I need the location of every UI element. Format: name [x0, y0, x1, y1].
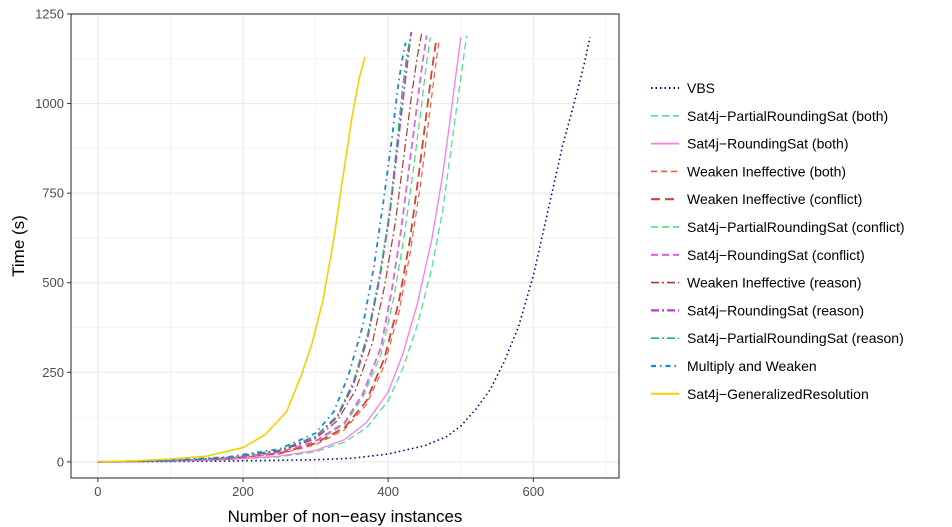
legend-label: VBS	[687, 80, 715, 96]
x-tick-label: 400	[377, 484, 399, 499]
x-tick-label: 0	[94, 484, 101, 499]
y-tick-label: 1000	[35, 96, 64, 111]
x-tick-label: 200	[232, 484, 254, 499]
series-line	[97, 40, 437, 463]
legend-label: Weaken Ineffective (both)	[687, 163, 846, 179]
legend-label: Sat4j−GeneralizedResolution	[687, 386, 869, 402]
legend: VBS Sat4j−PartialRoundingSat (both) Sat4j−…	[651, 80, 905, 402]
x-tick-label: 600	[523, 484, 545, 499]
series-line	[97, 37, 591, 463]
series-line	[97, 35, 428, 463]
legend-label: Weaken Ineffective (reason)	[687, 275, 862, 291]
legend-label: Sat4j−PartialRoundingSat (both)	[687, 108, 888, 124]
legend-label: Weaken Ineffective (conflict)	[687, 191, 862, 207]
series-line	[97, 42, 407, 463]
legend-label: Sat4j−RoundingSat (both)	[687, 136, 849, 152]
series-line	[97, 35, 412, 463]
legend-label: Sat4j−RoundingSat (conflict)	[687, 247, 865, 263]
x-axis-title: Number of non−easy instances	[228, 507, 463, 526]
legend-label: Sat4j−RoundingSat (reason)	[687, 302, 864, 318]
series-layer	[97, 31, 591, 463]
legend-label: Sat4j−PartialRoundingSat (conflict)	[687, 219, 905, 235]
y-tick-label: 750	[42, 186, 64, 201]
ticks: 0 200 400 600 0 250 500 750 1000 1250	[35, 7, 544, 500]
y-tick-label: 0	[57, 454, 64, 469]
series-line	[97, 56, 366, 463]
series-line	[97, 40, 440, 463]
legend-label: Multiply and Weaken	[687, 358, 817, 374]
panel-border	[70, 13, 620, 479]
series-line	[97, 31, 413, 463]
y-tick-label: 250	[42, 365, 64, 380]
legend-label: Sat4j−PartialRoundingSat (reason)	[687, 330, 904, 346]
series-line	[97, 33, 423, 463]
y-tick-label: 1250	[35, 7, 64, 22]
series-line	[97, 37, 431, 463]
y-axis-title: Time (s)	[9, 215, 28, 277]
y-tick-label: 500	[42, 275, 64, 290]
series-line	[97, 37, 462, 463]
